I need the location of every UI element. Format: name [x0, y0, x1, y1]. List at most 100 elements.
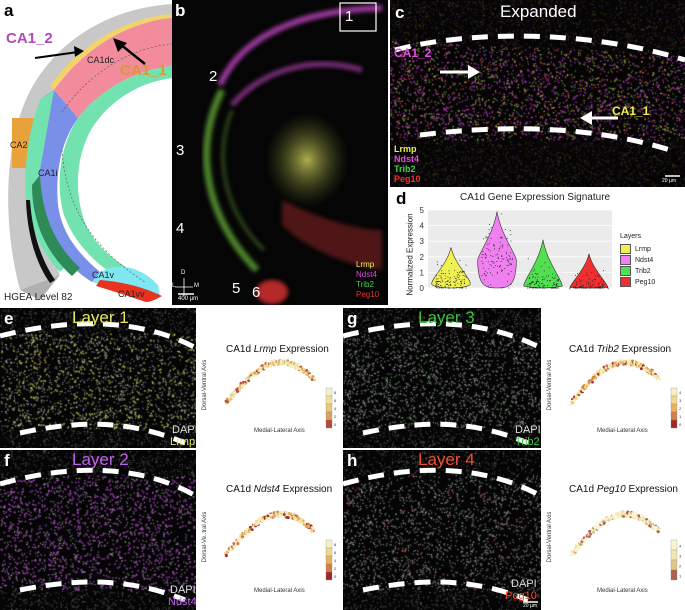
violin-point [463, 283, 465, 285]
violin-point [490, 237, 492, 239]
panel-c-title: Expanded [500, 2, 577, 21]
color-scale-swatch [325, 403, 333, 413]
color-scale-label: 6 [334, 398, 337, 403]
violin-point [438, 283, 440, 285]
violin-point [598, 275, 600, 277]
expression-point [308, 373, 312, 377]
violin-point [502, 245, 504, 247]
violin-point [533, 281, 535, 283]
violin-point [529, 283, 531, 285]
panel-g-map-title: CA1d Trib2 Expression [569, 344, 671, 355]
expression-point [656, 530, 660, 534]
expression-point [245, 527, 249, 531]
expression-point [310, 529, 314, 533]
violin-point [459, 275, 461, 277]
violin-point [506, 265, 508, 267]
violin-point [597, 275, 599, 277]
color-scale-swatch [325, 387, 333, 397]
violin-point [536, 281, 538, 283]
violin-point [542, 285, 544, 287]
violin-point [499, 241, 501, 243]
region-number-4: 4 [176, 220, 185, 237]
violin-point [597, 285, 599, 287]
panel-d: d CA1d Gene Expression Signature Normali… [390, 188, 685, 305]
violin-point [450, 284, 452, 286]
expression-point [580, 542, 584, 546]
panel-h-image: h Layer 4 DAPI Peg10 20 µm [343, 450, 541, 610]
color-scale-label: 2 [334, 566, 337, 571]
violin-point [602, 287, 603, 289]
legend-swatch-ndst4 [620, 255, 631, 266]
panel-c-letter: c [395, 3, 405, 22]
violin-point [582, 287, 584, 289]
violin-point [448, 270, 450, 272]
violin-point [599, 286, 601, 288]
scalebar-b-label: 400 µm [178, 296, 199, 302]
violin-point [531, 273, 533, 275]
violin-point [438, 287, 440, 289]
expression-point [593, 528, 597, 532]
violin-point [497, 256, 499, 258]
expression-point [241, 535, 245, 539]
violin-point [481, 256, 483, 258]
panel-b-legend: Lrmp Ndst4 Trib2 Peg10 [356, 260, 379, 300]
violin-point [499, 266, 501, 268]
violin-point [554, 287, 556, 289]
violin-point [503, 258, 505, 260]
violin-point [487, 261, 489, 263]
violin-point [542, 279, 544, 281]
panel-g-image: g Layer 3 DAPI Trib2 [343, 308, 541, 448]
violin-point [491, 274, 493, 276]
violin-point [497, 265, 499, 267]
violin-point [463, 281, 465, 283]
violin-point [552, 273, 554, 275]
violin-point [557, 279, 559, 281]
violin-legend-peg10: Peg10 [620, 277, 655, 288]
ndst4-expression-map: 8 6 4 2 0 [224, 510, 337, 581]
expression-point [604, 368, 608, 372]
violin-point [461, 271, 463, 273]
violin-point [591, 284, 593, 286]
expression-point [297, 363, 301, 367]
violin-point [482, 262, 484, 264]
violin-point [532, 281, 534, 283]
violin-point [440, 273, 442, 275]
violin-point [465, 264, 467, 266]
legend-c-trib2: Trib2 [394, 164, 416, 174]
expression-point [246, 532, 249, 536]
violin-point [447, 281, 449, 283]
violin-point [501, 237, 503, 239]
violin-point [448, 273, 450, 275]
panel-e-xaxis: Medial-Lateral Axis [254, 428, 305, 434]
violin-point [441, 279, 443, 281]
violin-point [536, 282, 538, 284]
violin-point [455, 280, 457, 282]
violin-point [486, 248, 488, 250]
lrmp-expression-map: 8 6 4 2 0 [224, 359, 337, 429]
expression-point [266, 517, 270, 521]
expression-point [574, 395, 578, 399]
expression-point [599, 373, 603, 376]
violin-point [529, 277, 531, 279]
legend-text-trib2: Trib2 [635, 268, 651, 275]
violin-point [588, 278, 590, 280]
violin-point [439, 281, 441, 283]
violin-point [581, 284, 583, 286]
violin-point [557, 287, 559, 289]
violin-point [440, 284, 442, 286]
violin-point [536, 279, 538, 281]
violin-point [454, 281, 456, 283]
color-scale-swatch [325, 411, 333, 421]
ca1dc-label: CA1dc [87, 55, 115, 65]
expression-point [645, 522, 649, 526]
violin-point [585, 274, 587, 276]
violin-legend-ndst4: Ndst4 [620, 255, 655, 266]
violin-point [490, 227, 492, 229]
violin-point [483, 274, 485, 276]
violin-point [436, 275, 438, 277]
color-scale-swatch [325, 571, 333, 581]
violin-point [532, 287, 534, 289]
violin-point [504, 268, 506, 270]
violin-point [508, 260, 510, 262]
violin-point [555, 284, 557, 286]
